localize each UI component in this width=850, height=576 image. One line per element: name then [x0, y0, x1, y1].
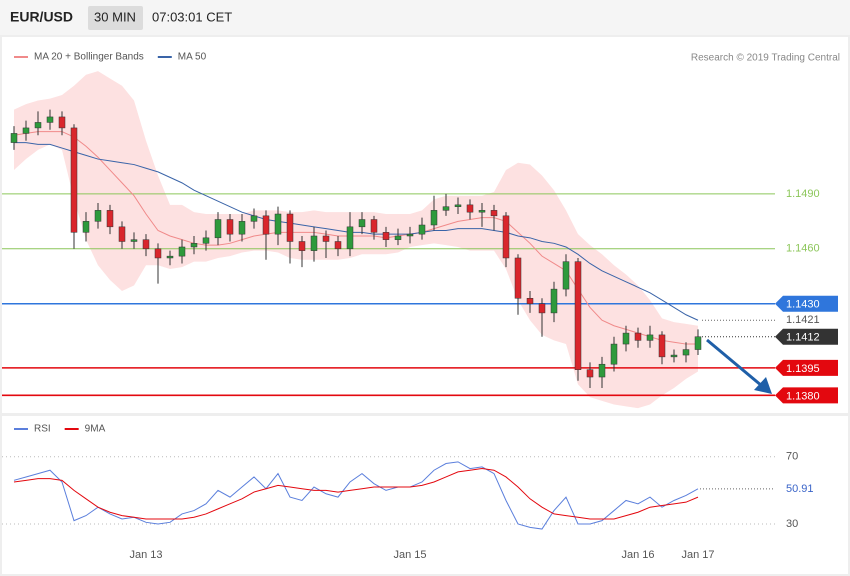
moving-average-line [14, 142, 699, 321]
candle-body [46, 116, 54, 123]
last-price-label: 1.1412 [786, 332, 820, 344]
legend-label: MA 50 [178, 52, 207, 63]
candle-body [430, 210, 438, 226]
timeframe-box [88, 6, 143, 30]
candle-body [670, 354, 678, 358]
candle-body [202, 237, 210, 244]
candle-body [550, 288, 558, 314]
level-label: 1.1490 [786, 188, 820, 200]
candle-body [154, 248, 162, 259]
x-tick-label: Jan 13 [129, 549, 162, 561]
candle-body [610, 343, 618, 365]
candle-body [142, 239, 150, 250]
candle-body [58, 116, 66, 129]
candle-body [178, 246, 186, 257]
candle-body [562, 261, 570, 290]
candle-body [394, 235, 402, 240]
level-label: 1.1430 [786, 299, 820, 311]
candle-body [370, 219, 378, 233]
x-tick-label: Jan 17 [681, 549, 714, 561]
candle-body [118, 226, 126, 242]
rsi-panel [2, 416, 848, 574]
candle-body [130, 239, 138, 242]
candle-body [586, 369, 594, 378]
candle-body [346, 226, 354, 250]
level-label-box [775, 387, 838, 404]
candle-body [490, 210, 498, 217]
candle-body [478, 210, 486, 213]
time: 07:03:01 CET [152, 9, 232, 24]
candle-body [310, 235, 318, 251]
legend-label: 9MA [85, 424, 106, 435]
rsi-line [13, 461, 699, 530]
candle-body [250, 215, 258, 222]
candle-body [538, 303, 546, 314]
candle-body [514, 257, 522, 299]
level-label-box [775, 295, 838, 312]
credit: Research © 2019 Trading Central [691, 53, 840, 64]
candle-body [406, 233, 414, 237]
candle-body [502, 215, 510, 259]
rsi-line [13, 468, 699, 520]
legend-label: RSI [34, 424, 51, 435]
candle-body [634, 332, 642, 341]
rsi-tick-label: 70 [786, 451, 798, 463]
candle-body [274, 213, 282, 235]
candle-body [466, 204, 474, 213]
candle-body [70, 127, 78, 233]
timeframe: 30 MIN [94, 9, 136, 24]
candle-body [682, 349, 690, 356]
arrow-head [754, 377, 772, 394]
candle-body [658, 334, 666, 358]
bollinger-band [14, 71, 698, 409]
candle-body [226, 219, 234, 235]
forecast-arrow [706, 338, 772, 394]
candle-body [646, 334, 654, 341]
level-label-box [775, 359, 838, 376]
candle-body [34, 122, 42, 129]
candle-body [418, 224, 426, 235]
candle-body [106, 210, 114, 228]
candle-body [574, 261, 582, 370]
x-tick-label: Jan 15 [393, 549, 426, 561]
level-label: 1.1395 [786, 363, 820, 375]
candle-body [22, 127, 30, 134]
candle-body [166, 255, 174, 259]
candle-body [382, 232, 390, 240]
candle-body [322, 235, 330, 242]
candle-body [622, 332, 630, 345]
candle-body [526, 298, 534, 305]
candle-body [358, 219, 366, 228]
candle-body [598, 363, 606, 378]
legend-label: MA 20 + Bollinger Bands [34, 52, 144, 63]
last-price-box [775, 328, 838, 345]
candle-body [190, 243, 198, 248]
candle-body [442, 206, 450, 211]
moving-average-line [13, 131, 698, 345]
x-tick-label: Jan 16 [621, 549, 654, 561]
candle-body [214, 219, 222, 239]
candle-body [286, 213, 294, 242]
rsi-tick-label: 30 [786, 518, 798, 530]
level-label: 1.1380 [786, 390, 820, 402]
chart-title: EUR/USD [10, 9, 73, 25]
level-label: 1.1460 [786, 243, 820, 255]
arrow-shaft [706, 338, 763, 388]
candle-body [334, 241, 342, 250]
candle-body [694, 336, 702, 350]
candle-body [298, 241, 306, 251]
candle-body [262, 215, 270, 235]
candle-body [82, 221, 90, 233]
candle-body [10, 133, 18, 143]
ma50-last-value: 1.1421 [786, 314, 820, 326]
candle-body [94, 210, 102, 222]
rsi-last-value: 50.91 [786, 483, 814, 495]
candle-body [238, 221, 246, 235]
candle-body [454, 204, 462, 207]
